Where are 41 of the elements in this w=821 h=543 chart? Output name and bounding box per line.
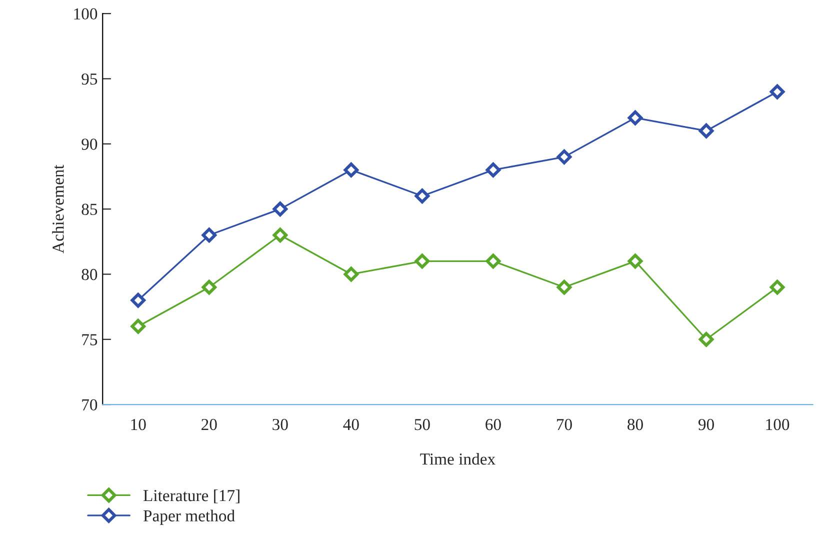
point — [698, 332, 714, 347]
y-tick-label: 75 — [82, 334, 98, 346]
y-tick-label: 100 — [74, 8, 98, 20]
x-tick-label: 60 — [486, 418, 501, 430]
y-tick-label: 70 — [82, 399, 98, 410]
x-tick-label: 70 — [557, 418, 572, 430]
legend-label: Literature [17] — [143, 489, 240, 504]
y-tick-label: 90 — [82, 138, 98, 150]
point — [486, 162, 501, 178]
point — [344, 266, 359, 282]
y-axis-title: Achievement — [52, 164, 64, 254]
x-tick-label: 40 — [343, 418, 359, 430]
point — [556, 150, 572, 164]
legend-label: Paper method — [143, 510, 235, 525]
point — [272, 228, 288, 243]
point — [698, 123, 714, 138]
point — [628, 254, 643, 269]
x-tick-label: 20 — [202, 418, 217, 430]
point — [770, 84, 785, 100]
x-tick-label: 100 — [766, 418, 790, 430]
point — [344, 162, 359, 178]
point — [414, 188, 430, 204]
point — [770, 280, 785, 295]
x-tick-label: 80 — [628, 418, 643, 430]
point — [414, 254, 430, 269]
point — [130, 292, 146, 308]
point — [556, 280, 572, 295]
point — [202, 228, 217, 243]
y-tick-label: 80 — [82, 268, 98, 280]
x-tick-label: 50 — [414, 418, 430, 430]
point — [272, 202, 288, 216]
point — [486, 254, 501, 269]
point — [202, 280, 217, 295]
y-tick-label: 95 — [82, 73, 98, 85]
x-tick-label: 90 — [698, 418, 714, 430]
point — [130, 318, 146, 334]
y-tick-label: 85 — [82, 204, 98, 215]
x-tick-label: 10 — [131, 418, 146, 430]
point — [628, 110, 643, 126]
x-tick-label: 30 — [272, 418, 288, 430]
x-axis-title: Time index — [420, 452, 496, 465]
